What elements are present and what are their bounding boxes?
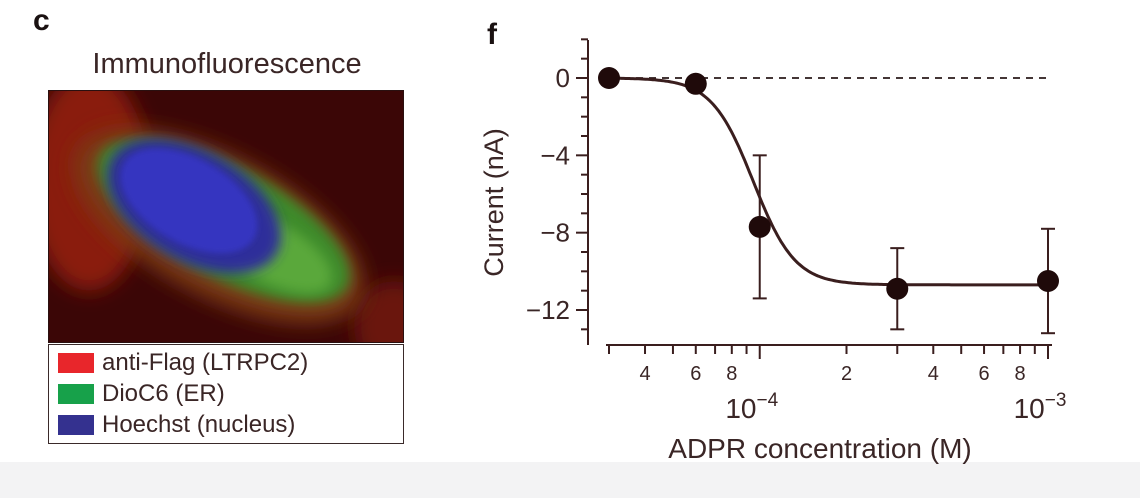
legend-label: anti-Flag (LTRPC2) [102, 348, 309, 376]
x-major-tick-label: 10−4 [725, 390, 778, 424]
x-minor-tick-label: 8 [726, 363, 737, 385]
x-axis-label: ADPR concentration (M) [668, 433, 971, 464]
data-point [1037, 270, 1059, 292]
legend-label: DioC6 (ER) [102, 379, 225, 407]
legend-item-hoechst: Hoechst (nucleus) [49, 409, 403, 440]
x-minor-tick-label: 8 [1015, 363, 1026, 385]
bottom-strip [0, 462, 1140, 498]
panel-f-letter: f [487, 18, 497, 51]
legend-item-dioc6: DioC6 (ER) [49, 378, 403, 409]
y-tick-label: 0 [556, 63, 570, 93]
green-swatch [58, 383, 94, 404]
color-legend: anti-Flag (LTRPC2) DioC6 (ER) Hoechst (n… [48, 344, 404, 444]
data-point [886, 277, 909, 300]
data-point [598, 67, 620, 89]
immunofluorescence-title: Immunofluorescence [92, 48, 362, 80]
panel-c-letter: c [33, 4, 50, 37]
x-minor-tick-label: 6 [978, 363, 989, 385]
x-major-tick-label: 10−3 [1014, 390, 1067, 424]
y-axis-label: Current (nA) [479, 128, 509, 277]
legend-item-anti-flag: anti-Flag (LTRPC2) [49, 347, 403, 378]
fit-curve [609, 76, 1048, 287]
x-minor-tick-label: 4 [928, 363, 939, 385]
x-minor-tick-label: 4 [639, 363, 650, 385]
y-tick-label: −8 [540, 218, 570, 248]
blue-swatch [58, 414, 94, 435]
data-point [748, 215, 771, 238]
legend-label: Hoechst (nucleus) [102, 410, 296, 438]
data-point [684, 72, 707, 95]
y-tick-label: −12 [526, 295, 570, 325]
x-minor-tick-label: 2 [841, 363, 852, 385]
cell-micrograph [48, 90, 404, 343]
red-swatch [58, 352, 94, 373]
x-minor-tick-label: 6 [690, 363, 701, 385]
y-tick-label: −4 [540, 140, 570, 170]
